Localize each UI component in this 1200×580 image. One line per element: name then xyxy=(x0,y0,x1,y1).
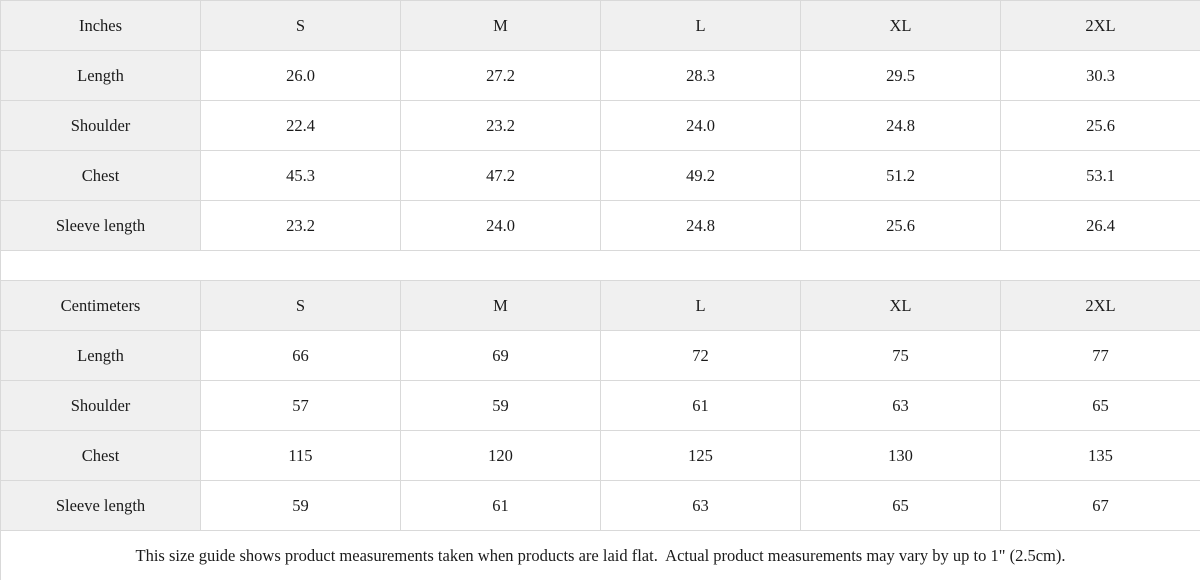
measurement-value: 24.0 xyxy=(400,200,601,251)
measurement-value: 66 xyxy=(200,330,401,381)
measurement-value: 22.4 xyxy=(200,100,401,151)
measurement-value: 25.6 xyxy=(1000,100,1200,151)
measurement-value: 29.5 xyxy=(800,50,1001,101)
table-row: Sleeve length 59 61 63 65 67 xyxy=(0,480,1200,531)
table-row: Length 26.0 27.2 28.3 29.5 30.3 xyxy=(0,50,1200,101)
table-row: Sleeve length 23.2 24.0 24.8 25.6 26.4 xyxy=(0,200,1200,251)
measurement-value: 26.4 xyxy=(1000,200,1200,251)
size-guide-note: This size guide shows product measuremen… xyxy=(0,530,1200,580)
table-row: Chest 45.3 47.2 49.2 51.2 53.1 xyxy=(0,150,1200,201)
measurement-value: 61 xyxy=(400,480,601,531)
table-row: Chest 115 120 125 130 135 xyxy=(0,430,1200,481)
measurement-value: 24.0 xyxy=(600,100,801,151)
measurement-value: 125 xyxy=(600,430,801,481)
size-column-header-m: M xyxy=(400,0,601,51)
size-column-header-2xl: 2XL xyxy=(1000,280,1200,331)
measurement-value: 77 xyxy=(1000,330,1200,381)
measurement-value: 120 xyxy=(400,430,601,481)
table-row: Shoulder 22.4 23.2 24.0 24.8 25.6 xyxy=(0,100,1200,151)
measurement-value: 61 xyxy=(600,380,801,431)
measurement-value: 53.1 xyxy=(1000,150,1200,201)
measurement-value: 59 xyxy=(400,380,601,431)
measurement-value: 67 xyxy=(1000,480,1200,531)
measurement-value: 47.2 xyxy=(400,150,601,201)
measurement-value: 69 xyxy=(400,330,601,381)
unit-header-centimeters: Centimeters xyxy=(0,280,201,331)
row-label-chest: Chest xyxy=(0,150,201,201)
table-row: Centimeters S M L XL 2XL xyxy=(0,280,1200,331)
size-column-header-l: L xyxy=(600,280,801,331)
measurement-value: 45.3 xyxy=(200,150,401,201)
row-label-shoulder: Shoulder xyxy=(0,380,201,431)
measurement-value: 30.3 xyxy=(1000,50,1200,101)
measurement-value: 24.8 xyxy=(800,100,1001,151)
table-row: Length 66 69 72 75 77 xyxy=(0,330,1200,381)
size-column-header-xl: XL xyxy=(800,0,1001,51)
size-column-header-s: S xyxy=(200,280,401,331)
measurement-value: 51.2 xyxy=(800,150,1001,201)
measurement-value: 23.2 xyxy=(400,100,601,151)
row-label-chest: Chest xyxy=(0,430,201,481)
measurement-value: 23.2 xyxy=(200,200,401,251)
measurement-value: 65 xyxy=(800,480,1001,531)
unit-header-inches: Inches xyxy=(0,0,201,51)
table-row: Inches S M L XL 2XL xyxy=(0,0,1200,51)
row-label-sleeve-length: Sleeve length xyxy=(0,480,201,531)
size-column-header-l: L xyxy=(600,0,801,51)
measurement-value: 57 xyxy=(200,380,401,431)
measurement-value: 28.3 xyxy=(600,50,801,101)
spacer-cell xyxy=(0,250,1200,281)
size-column-header-s: S xyxy=(200,0,401,51)
measurement-value: 26.0 xyxy=(200,50,401,101)
size-column-header-m: M xyxy=(400,280,601,331)
measurement-value: 65 xyxy=(1000,380,1200,431)
row-label-length: Length xyxy=(0,330,201,381)
measurement-value: 75 xyxy=(800,330,1001,381)
measurement-value: 130 xyxy=(800,430,1001,481)
table-row: Shoulder 57 59 61 63 65 xyxy=(0,380,1200,431)
measurement-value: 24.8 xyxy=(600,200,801,251)
size-column-header-2xl: 2XL xyxy=(1000,0,1200,51)
measurement-value: 63 xyxy=(800,380,1001,431)
table-footer-row: This size guide shows product measuremen… xyxy=(0,530,1200,580)
measurement-value: 115 xyxy=(200,430,401,481)
row-label-sleeve-length: Sleeve length xyxy=(0,200,201,251)
measurement-value: 59 xyxy=(200,480,401,531)
table-spacer-row xyxy=(0,250,1200,281)
measurement-value: 63 xyxy=(600,480,801,531)
measurement-value: 72 xyxy=(600,330,801,381)
row-label-length: Length xyxy=(0,50,201,101)
measurement-value: 25.6 xyxy=(800,200,1001,251)
row-label-shoulder: Shoulder xyxy=(0,100,201,151)
measurement-value: 27.2 xyxy=(400,50,601,101)
measurement-value: 49.2 xyxy=(600,150,801,201)
measurement-value: 135 xyxy=(1000,430,1200,481)
size-column-header-xl: XL xyxy=(800,280,1001,331)
